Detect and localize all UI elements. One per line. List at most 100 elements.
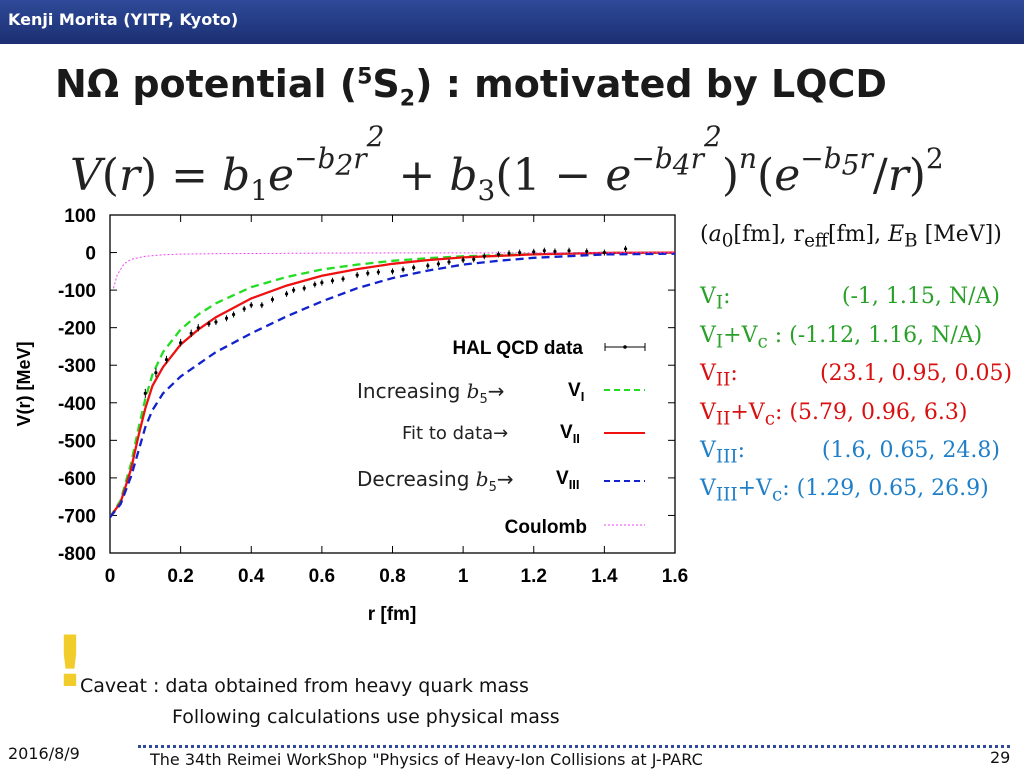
x-axis-label: r [fm] [368,604,417,625]
data-point [341,275,345,282]
y-tick-label: -400 [58,394,96,415]
parameter-list: (a0[fm], reff[fm], EB [MeV]) VI: (-1, 1.… [700,222,1013,512]
data-point [585,248,589,255]
parameter-row: VII: (23.1, 0.95, 0.05) [700,361,1013,391]
legend-hal-label: HAL QCD data [452,338,583,359]
title-part-1: NΩ potential ( [55,62,358,106]
legend-hal-marker [623,345,627,349]
y-tick-label: 0 [85,244,96,265]
data-point [154,368,158,378]
slide-title: NΩ potential (5S2) : motivated by LQCD [55,62,887,112]
legend-fit-label: Fit to data→ [402,423,508,444]
caveat-line-2: Following calculations use physical mass [172,706,560,728]
x-tick-label: 1 [458,566,469,587]
data-point [447,258,451,265]
legend-v1-label: VI [568,380,584,404]
formula-v: V [70,150,102,201]
title-subscript: 2 [399,86,416,112]
data-point [567,247,571,254]
x-tick-label: 0 [105,566,116,587]
data-point [179,338,183,347]
y-tick-label: -500 [58,431,96,452]
y-tick-label: -100 [58,281,96,302]
series-line-v-ii [109,251,676,518]
legend-v3-label: VIII [556,468,580,492]
data-point [542,247,546,254]
data-point [436,260,441,267]
title-superscript: 5 [357,64,373,90]
author-label: Kenji Morita (YITP, Kyoto) [8,10,239,29]
x-tick-label: 1.2 [521,566,547,587]
data-point [207,320,211,327]
caveat-line-1: Caveat : data obtained from heavy quark … [80,675,529,697]
page-number: 29 [990,748,1011,767]
axis-ticks: 0 0.2 0.4 0.6 0.8 1 1.2 1.4 1.6 100 0 -100 -200 -300 -… [58,206,688,587]
data-point [472,256,476,263]
parameter-row: VIII: (1.6, 0.65, 24.8) [700,437,1000,468]
y-tick-label: -700 [58,506,96,527]
legend-increasing-label: Increasing b5→ [357,379,504,407]
series-layer [109,251,676,519]
data-point [189,329,193,338]
data-point [532,248,536,255]
data-point [143,388,147,398]
data-point [496,251,501,258]
x-tick-label: 1.6 [662,566,688,587]
data-point [313,281,317,288]
data-point [623,245,628,252]
parameter-row: VII+Vc: (5.79, 0.96, 6.3) [700,399,968,429]
footer-title: The 34th Reimei WorkShop "Physics of Hea… [150,750,703,769]
data-point [376,269,380,276]
data-point [461,257,465,264]
legend-coulomb-label: Coulomb [505,517,587,538]
series-line-v-i [109,251,676,518]
data-point [214,319,218,326]
data-point [330,277,335,284]
x-tick-label: 0.2 [167,566,193,587]
data-point [249,302,253,309]
potential-formula: V(r) = b1e−b2r2 + b3(1 − e−b4r2)n(e−b5r/… [70,120,944,207]
data-point [412,264,416,271]
header-bar: Kenji Morita (YITP, Kyoto) [0,0,1024,44]
x-tick-label: 0.4 [238,566,265,587]
data-point [553,248,557,255]
footer-divider [138,745,1010,748]
title-s: S [372,62,400,106]
x-tick-label: 1.4 [591,566,618,587]
legend-decreasing-label: Decreasing b5→ [357,467,514,495]
y-tick-label: -300 [58,356,96,377]
parameter-rows: VI: (-1, 1.15, N/A) VI+Vc : (-1.12, 1.16,… [700,281,1013,511]
legend-v2-label: VII [560,422,580,446]
data-point [292,287,296,294]
footer-date: 2016/8/9 [8,744,80,763]
data-point [164,355,169,364]
y-tick-label: -200 [58,319,96,340]
parameter-header: (a0[fm], reff[fm], EB [MeV]) [700,222,1002,252]
y-axis-label: V(r) [MeV] [14,342,34,427]
data-point [355,272,359,279]
parameter-row: VIII+Vc: (1.29, 0.65, 26.9) [700,476,989,506]
y-tick-label: 100 [64,206,96,227]
data-point [366,270,370,277]
data-point [426,262,430,269]
data-point [507,250,511,257]
data-point [231,311,236,318]
series-line-v-iii [109,252,676,519]
x-tick-label: 0.6 [309,566,335,587]
data-point [390,268,395,275]
title-part-2: ) : motivated by LQCD [415,62,887,106]
data-point [260,302,264,309]
data-points-layer [143,245,628,398]
warning-icon: ! [54,621,86,703]
data-point [602,249,606,256]
potential-chart: 0 0.2 0.4 0.6 0.8 1 1.2 1.4 1.6 100 0 -100 -200 -300 -… [14,206,688,625]
data-point [224,315,229,322]
data-point [302,285,306,292]
data-point [482,253,486,260]
data-point [401,266,405,273]
data-point [320,279,324,286]
y-tick-label: -800 [58,544,96,565]
series-line-coulomb [113,252,676,289]
data-point [242,305,246,312]
data-point [270,296,275,303]
